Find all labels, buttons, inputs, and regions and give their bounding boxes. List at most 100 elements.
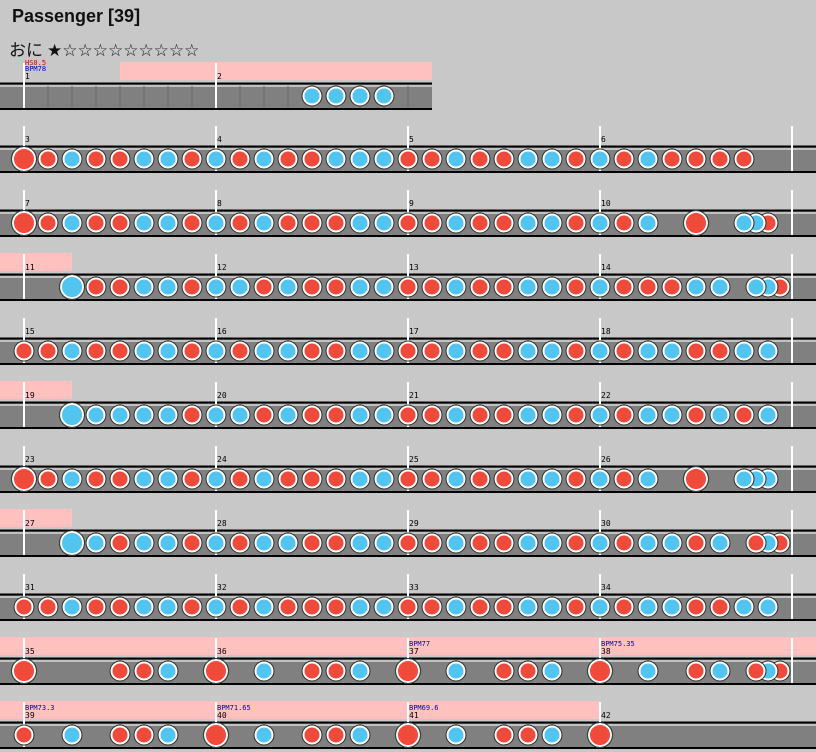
note-outline bbox=[565, 404, 587, 426]
note-outline bbox=[493, 276, 515, 298]
measure-number: 22 bbox=[601, 391, 611, 400]
measure-event: BPM75.35 bbox=[601, 640, 635, 648]
measure-number: 17 bbox=[409, 327, 419, 336]
note-outline bbox=[745, 660, 767, 682]
measure-number: 33 bbox=[409, 583, 419, 592]
measure-number: 6 bbox=[601, 135, 606, 144]
note bbox=[302, 405, 322, 425]
note-outline bbox=[181, 596, 203, 618]
note bbox=[446, 597, 466, 617]
note-outline bbox=[373, 404, 395, 426]
note-outline bbox=[373, 148, 395, 170]
note bbox=[518, 533, 538, 553]
note-outline bbox=[745, 532, 767, 554]
measure-number: 31 bbox=[25, 583, 35, 592]
note bbox=[62, 597, 82, 617]
note-outline bbox=[181, 532, 203, 554]
note-outline bbox=[349, 468, 371, 490]
note-outline bbox=[109, 660, 131, 682]
note bbox=[398, 149, 418, 169]
note bbox=[398, 341, 418, 361]
note-outline bbox=[325, 660, 347, 682]
note bbox=[686, 405, 706, 425]
note bbox=[14, 341, 34, 361]
note-outline bbox=[541, 276, 563, 298]
note bbox=[110, 469, 130, 489]
note-outline bbox=[421, 148, 443, 170]
note-outline bbox=[493, 212, 515, 234]
note bbox=[494, 661, 514, 681]
measure-event: BPM78 bbox=[25, 65, 46, 73]
note-outline bbox=[517, 148, 539, 170]
note bbox=[446, 661, 466, 681]
note-outline bbox=[373, 212, 395, 234]
note-outline bbox=[37, 340, 59, 362]
note-outline bbox=[109, 404, 131, 426]
note bbox=[62, 149, 82, 169]
note bbox=[710, 149, 730, 169]
measure-number: 4 bbox=[217, 135, 222, 144]
note-outline bbox=[397, 148, 419, 170]
gogo-band bbox=[0, 509, 72, 527]
big-note bbox=[12, 147, 36, 171]
note bbox=[206, 597, 226, 617]
note bbox=[326, 86, 346, 106]
note bbox=[662, 149, 682, 169]
measure-number: 16 bbox=[217, 327, 227, 336]
note-outline bbox=[637, 276, 659, 298]
note bbox=[566, 213, 586, 233]
note-outline bbox=[565, 212, 587, 234]
note bbox=[134, 469, 154, 489]
note bbox=[398, 533, 418, 553]
gogo-band bbox=[120, 62, 432, 80]
note-outline bbox=[11, 658, 37, 684]
note bbox=[446, 469, 466, 489]
note bbox=[518, 277, 538, 297]
note-outline bbox=[181, 148, 203, 170]
note-outline bbox=[733, 212, 755, 234]
note-outline bbox=[683, 210, 709, 236]
note-outline bbox=[301, 148, 323, 170]
note-outline bbox=[637, 532, 659, 554]
note-outline bbox=[61, 148, 83, 170]
note-outline bbox=[349, 85, 371, 107]
note bbox=[38, 469, 58, 489]
note bbox=[566, 149, 586, 169]
note bbox=[38, 597, 58, 617]
note-outline bbox=[85, 596, 107, 618]
note bbox=[566, 277, 586, 297]
note bbox=[182, 277, 202, 297]
note-outline bbox=[445, 340, 467, 362]
note-outline bbox=[205, 532, 227, 554]
song-title: Passenger [39] bbox=[12, 6, 141, 26]
note-outline bbox=[59, 274, 85, 300]
note-outline bbox=[757, 404, 779, 426]
note-outline bbox=[541, 532, 563, 554]
note bbox=[734, 149, 754, 169]
note bbox=[758, 405, 778, 425]
note-outline bbox=[445, 724, 467, 746]
note-outline bbox=[541, 596, 563, 618]
note-outline bbox=[541, 404, 563, 426]
note-outline bbox=[373, 85, 395, 107]
note-outline bbox=[203, 658, 229, 684]
note bbox=[422, 469, 442, 489]
note-outline bbox=[613, 212, 635, 234]
note-outline bbox=[349, 340, 371, 362]
note-outline bbox=[589, 532, 611, 554]
note bbox=[86, 213, 106, 233]
note bbox=[158, 533, 178, 553]
note-outline bbox=[133, 468, 155, 490]
note bbox=[302, 213, 322, 233]
note-outline bbox=[109, 468, 131, 490]
note-outline bbox=[733, 148, 755, 170]
note-outline bbox=[157, 468, 179, 490]
note bbox=[326, 213, 346, 233]
note-outline bbox=[325, 468, 347, 490]
note-outline bbox=[349, 212, 371, 234]
note-outline bbox=[613, 404, 635, 426]
note bbox=[278, 277, 298, 297]
note-outline bbox=[685, 340, 707, 362]
note-outline bbox=[421, 404, 443, 426]
